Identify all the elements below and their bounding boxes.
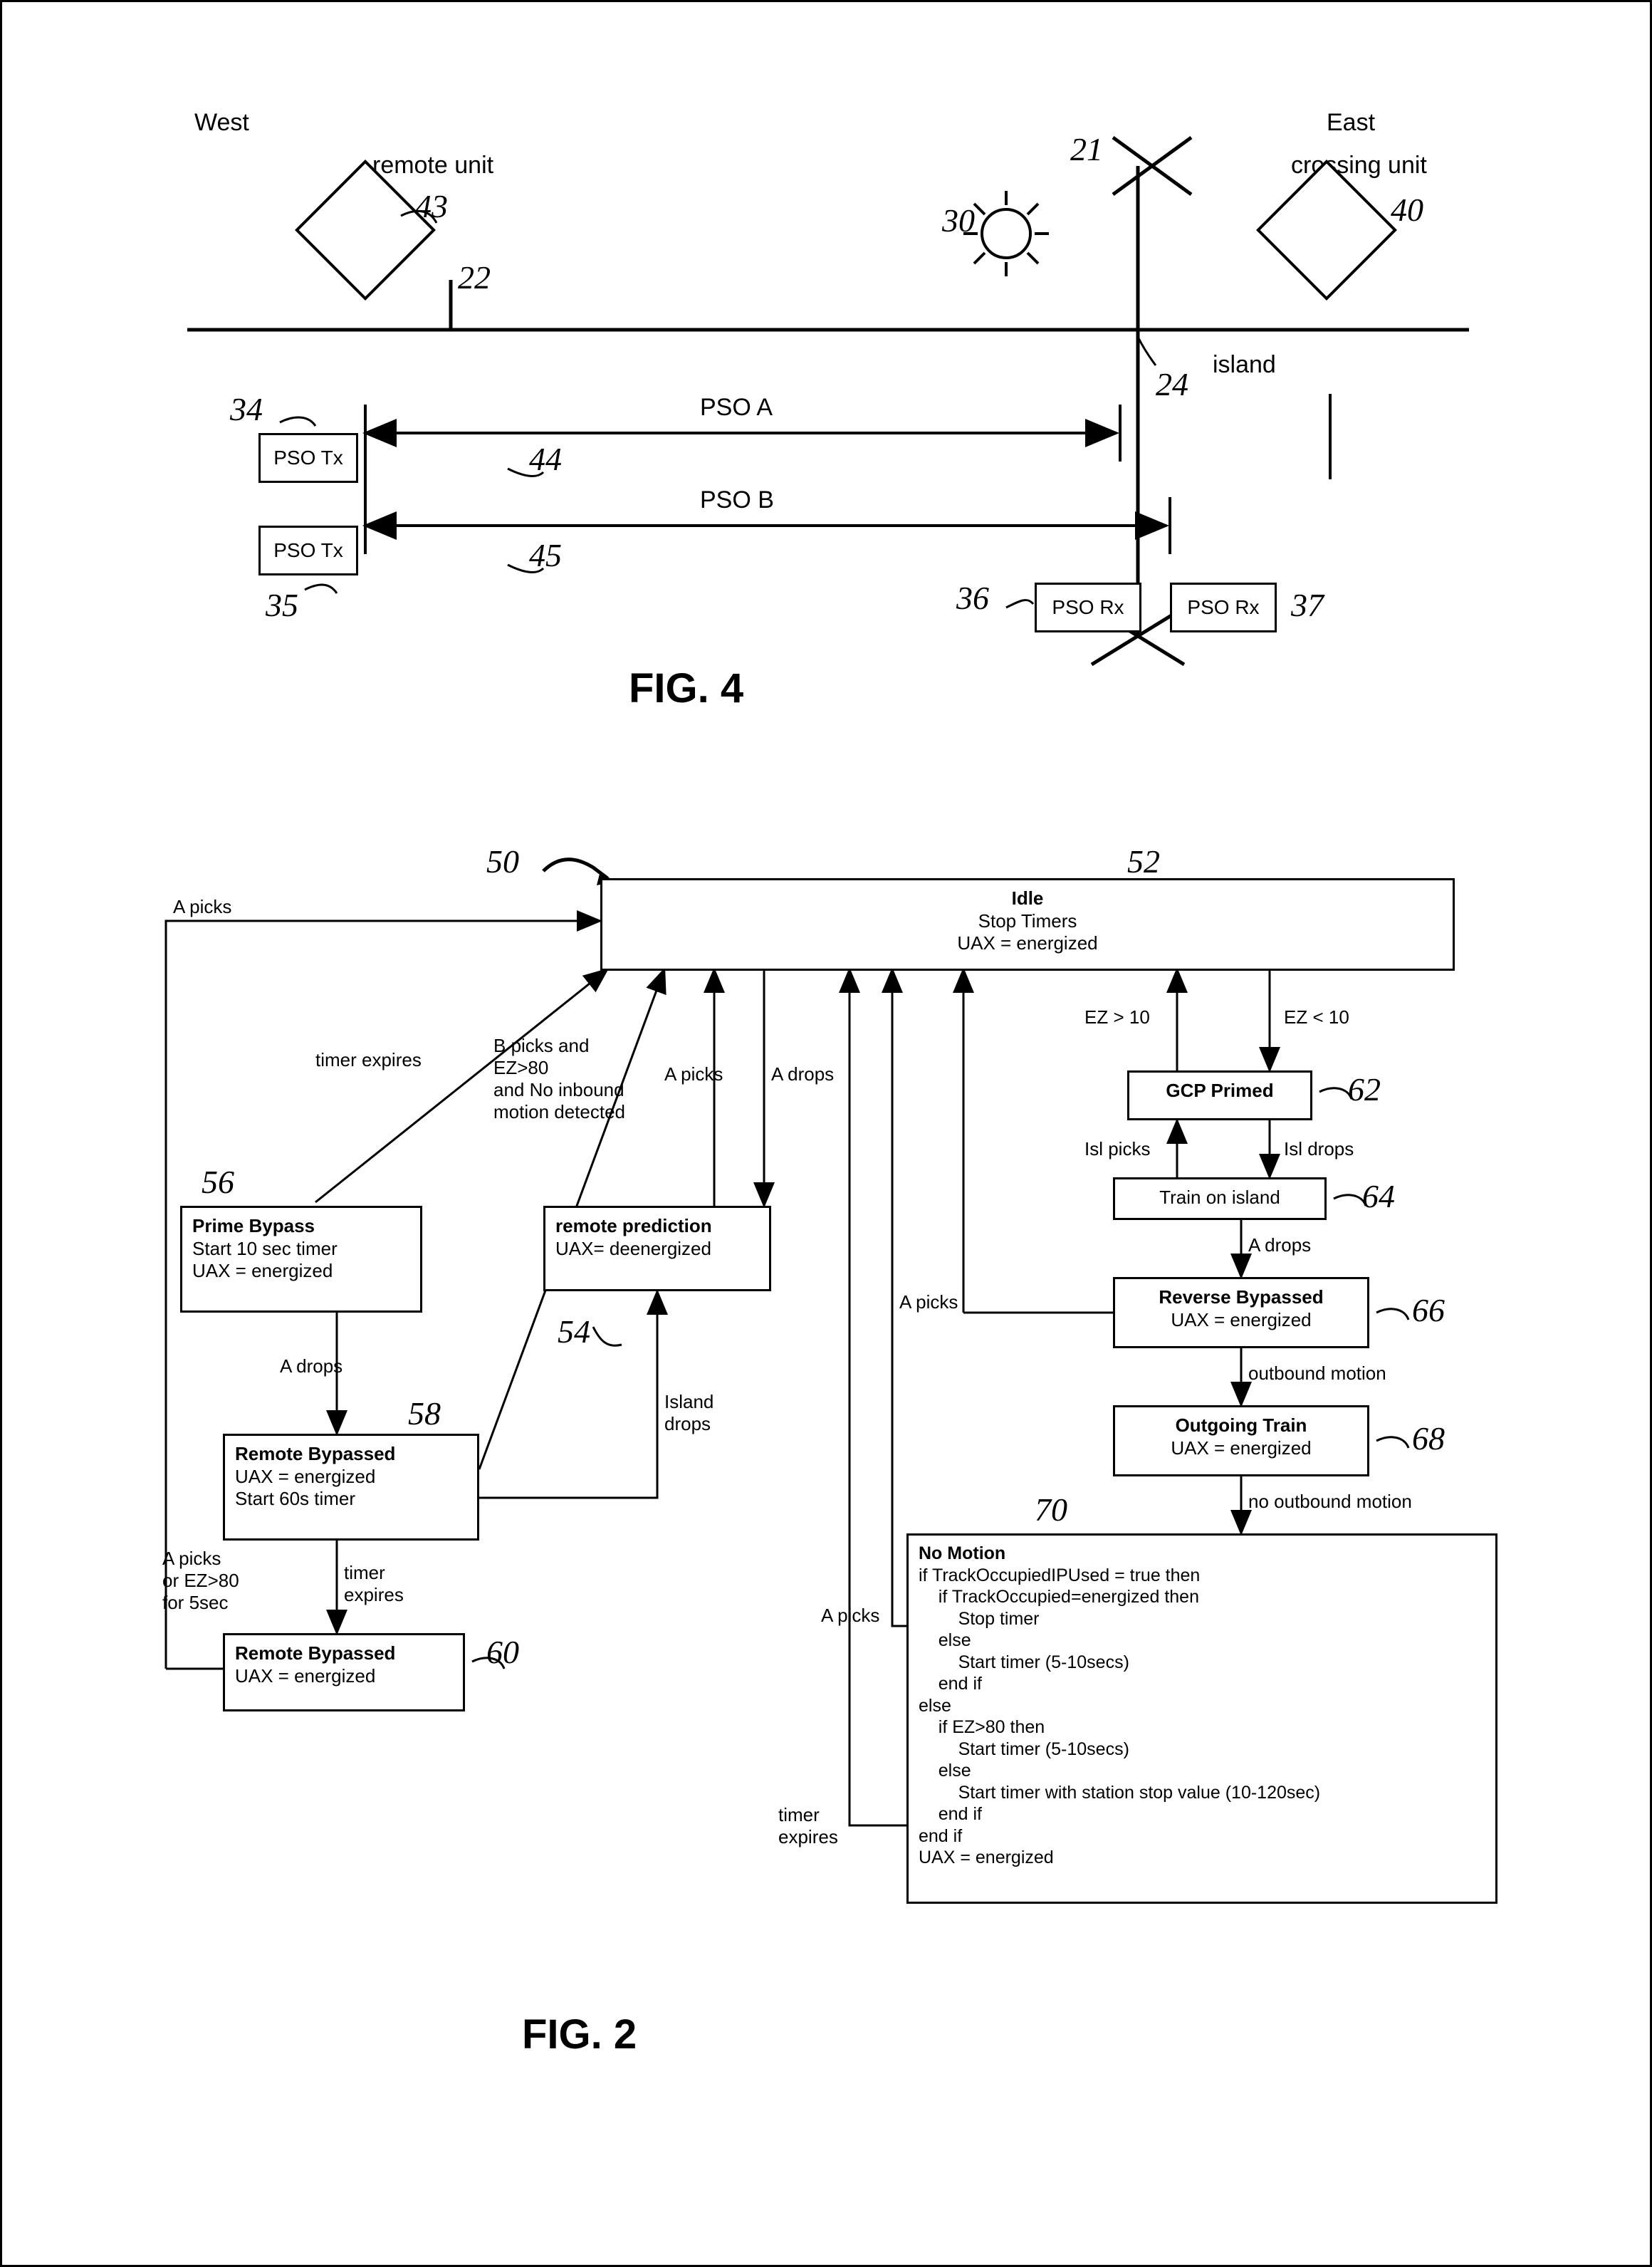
state-toi-title: Train on island <box>1125 1187 1314 1209</box>
state-out-title: Outgoing Train <box>1125 1414 1357 1437</box>
state-nomo-title: No Motion <box>919 1543 1485 1565</box>
hand-50: 50 <box>486 843 519 880</box>
fig4-svg <box>187 109 1469 750</box>
state-prime-l2: UAX = energized <box>192 1260 410 1283</box>
hand-22: 22 <box>458 259 491 296</box>
state-prime-title: Prime Bypass <box>192 1215 410 1238</box>
hand-45: 45 <box>529 536 562 574</box>
state-remote-prediction: remote prediction UAX= deenergized <box>543 1206 771 1291</box>
hand-21: 21 <box>1070 130 1103 168</box>
hand-30: 30 <box>942 202 975 239</box>
pso-tx-a-box: PSO Tx <box>258 433 358 483</box>
hand-36: 36 <box>956 579 989 617</box>
edge-ez-lt10: EZ < 10 <box>1284 1006 1349 1028</box>
edge-a-drops-1: A drops <box>771 1063 834 1085</box>
label-island: island <box>1213 351 1276 379</box>
edge-a-picks-3: A picks <box>899 1291 958 1313</box>
state-rev-title: Reverse Bypassed <box>1125 1286 1357 1309</box>
state-rp-l1: UAX= deenergized <box>555 1238 759 1261</box>
pso-tx-b-box: PSO Tx <box>258 526 358 575</box>
edge-ez-gt10: EZ > 10 <box>1084 1006 1150 1028</box>
state-out-l1: UAX = energized <box>1125 1437 1357 1460</box>
pso-tx-a-text: PSO Tx <box>273 447 343 469</box>
state-rb1-l2: Start 60s timer <box>235 1488 467 1511</box>
pso-rx-1-text: PSO Rx <box>1052 596 1124 619</box>
edge-a-picks-1: A picks <box>173 896 231 918</box>
hand-40: 40 <box>1391 191 1423 229</box>
edge-no-outbound: no outbound motion <box>1248 1491 1412 1513</box>
state-rb2-l1: UAX = energized <box>235 1665 453 1688</box>
edge-b-cond: B picks and EZ>80 and No inbound motion … <box>493 1035 625 1123</box>
hand-56: 56 <box>202 1163 234 1201</box>
state-rp-title: remote prediction <box>555 1215 759 1238</box>
label-pso-b: PSO B <box>700 486 774 514</box>
state-reverse-bypassed: Reverse Bypassed UAX = energized <box>1113 1277 1369 1348</box>
edge-a-picks-or: A picks or EZ>80 for 5sec <box>162 1548 239 1614</box>
state-gcp-title: GCP Primed <box>1139 1080 1300 1103</box>
state-train-on-island: Train on island <box>1113 1177 1327 1220</box>
hand-37: 37 <box>1291 586 1324 624</box>
edge-a-picks-4: A picks <box>821 1605 879 1627</box>
state-rb2-title: Remote Bypassed <box>235 1642 453 1665</box>
hand-66: 66 <box>1412 1291 1445 1329</box>
edge-island-drops: Island drops <box>664 1391 713 1435</box>
fig4-title: FIG. 4 <box>629 665 743 712</box>
fig2-title: FIG. 2 <box>522 2011 637 2058</box>
hand-58: 58 <box>408 1395 441 1432</box>
state-prime-l1: Start 10 sec timer <box>192 1238 410 1261</box>
edge-timer-expires-1: timer expires <box>315 1049 422 1071</box>
edge-outbound: outbound motion <box>1248 1362 1386 1385</box>
pso-rx-1-box: PSO Rx <box>1035 583 1141 632</box>
state-no-motion: No Motion if TrackOccupiedIPUsed = true … <box>906 1533 1497 1904</box>
figure-4: West East remote unit crossing unit <box>187 109 1469 750</box>
edge-a-drops-2: A drops <box>280 1355 343 1377</box>
hand-60: 60 <box>486 1633 519 1671</box>
state-rb1-title: Remote Bypassed <box>235 1443 467 1466</box>
state-nomo-code: if TrackOccupiedIPUsed = true then if Tr… <box>919 1565 1485 1869</box>
hand-52: 52 <box>1127 843 1160 880</box>
figure-2: Idle Stop Timers UAX = energized Prime B… <box>137 843 1505 2182</box>
state-rb1-l1: UAX = energized <box>235 1466 467 1489</box>
label-pso-a: PSO A <box>700 394 773 422</box>
hand-68: 68 <box>1412 1419 1445 1457</box>
state-idle-title: Idle <box>612 887 1443 910</box>
edge-a-picks-2: A picks <box>664 1063 723 1085</box>
hand-70: 70 <box>1035 1491 1067 1528</box>
edge-a-drops-3: A drops <box>1248 1234 1311 1256</box>
pso-tx-b-text: PSO Tx <box>273 539 343 562</box>
pso-rx-2-text: PSO Rx <box>1187 596 1259 619</box>
hand-44: 44 <box>529 440 562 478</box>
state-remote-bypassed-1: Remote Bypassed UAX = energized Start 60… <box>223 1434 479 1541</box>
edge-isl-drops: Isl drops <box>1284 1138 1354 1160</box>
hand-54: 54 <box>558 1313 590 1350</box>
hand-43: 43 <box>415 187 448 225</box>
hand-64: 64 <box>1362 1177 1395 1215</box>
edge-isl-picks: Isl picks <box>1084 1138 1150 1160</box>
hand-34: 34 <box>230 390 263 428</box>
hand-24: 24 <box>1156 365 1188 403</box>
state-idle: Idle Stop Timers UAX = energized <box>600 878 1455 971</box>
state-idle-l2: UAX = energized <box>612 932 1443 955</box>
state-idle-l1: Stop Timers <box>612 910 1443 933</box>
state-remote-bypassed-2: Remote Bypassed UAX = energized <box>223 1633 465 1711</box>
pso-rx-2-box: PSO Rx <box>1170 583 1277 632</box>
state-rev-l1: UAX = energized <box>1125 1309 1357 1332</box>
state-gcp-primed: GCP Primed <box>1127 1070 1312 1120</box>
state-prime-bypass: Prime Bypass Start 10 sec timer UAX = en… <box>180 1206 422 1313</box>
edge-timer-expires-2: timer expires <box>344 1562 404 1606</box>
state-outgoing-train: Outgoing Train UAX = energized <box>1113 1405 1369 1476</box>
hand-62: 62 <box>1348 1070 1381 1108</box>
hand-35: 35 <box>266 586 298 624</box>
page: West East remote unit crossing unit <box>0 0 1652 2267</box>
edge-timer-expires-3: timer expires <box>778 1804 838 1848</box>
